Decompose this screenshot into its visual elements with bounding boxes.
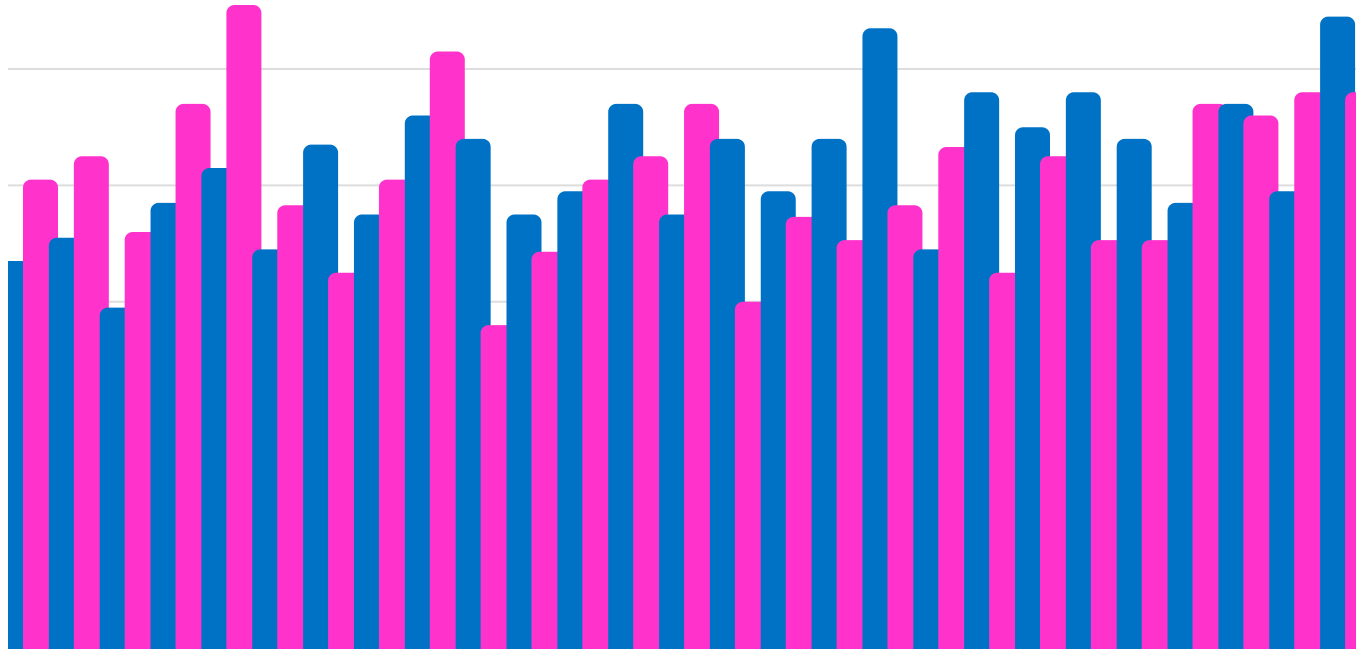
bar-series2-27 [1345,92,1356,649]
left-edge-mask [0,0,8,649]
